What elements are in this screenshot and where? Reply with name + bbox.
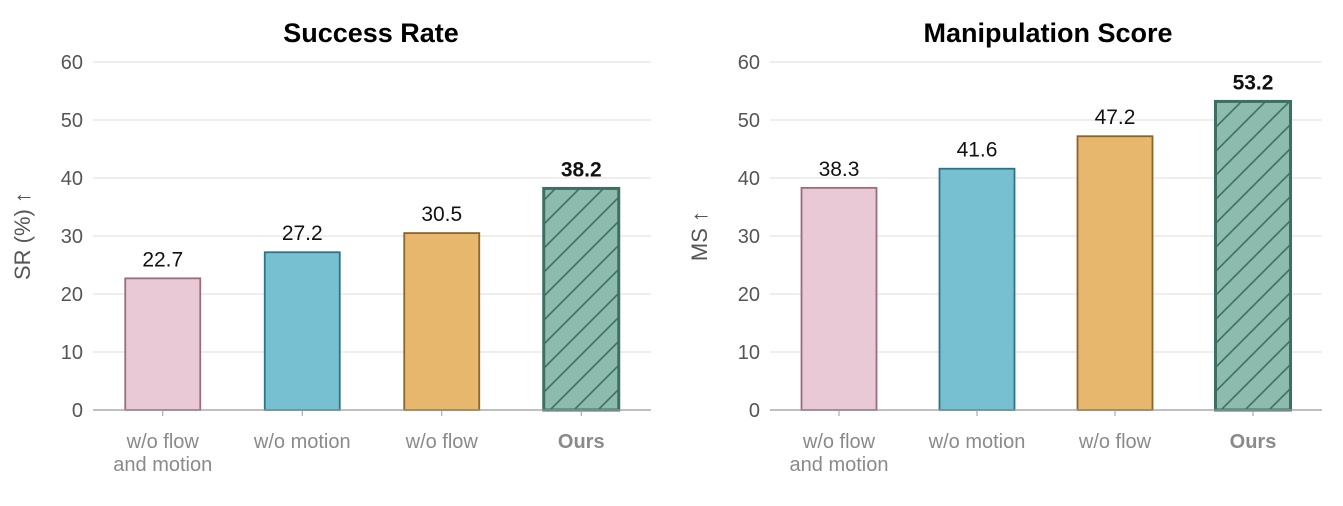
bar-value-label: 47.2 <box>1095 106 1136 129</box>
bar <box>263 251 341 411</box>
y-tick-label: 50 <box>738 110 760 132</box>
success-rate-chart: Success Rate 0 10 20 30 40 50 60 SR (%) ↑ 22.7 w/o… <box>10 18 651 476</box>
y-tick-label: 40 <box>61 168 83 190</box>
x-category-label: Ours <box>558 431 605 453</box>
x-category-label: w/o motion <box>253 431 351 453</box>
bar-value-label: 38.3 <box>819 158 860 181</box>
x-category-label: Ours <box>1230 431 1277 453</box>
chart-title: Success Rate <box>283 18 459 48</box>
bar-value-label: 22.7 <box>142 248 183 271</box>
y-tick-label: 50 <box>61 110 83 132</box>
y-tick-label: 20 <box>738 284 760 306</box>
y-tick-label: 0 <box>749 400 760 422</box>
x-category-label: w/o flow and motion <box>113 431 212 476</box>
y-tick-label: 10 <box>738 342 760 364</box>
bar <box>938 167 1016 411</box>
y-tick-label: 40 <box>738 168 760 190</box>
y-tick-label: 0 <box>72 400 83 422</box>
y-axis-label: MS ↑ <box>687 211 712 261</box>
x-category-label: w/o flow and motion <box>790 431 889 476</box>
bar <box>403 232 481 411</box>
y-tick-label: 60 <box>61 52 83 74</box>
x-category-label: w/o flow <box>405 431 479 453</box>
manipulation-score-chart: Manipulation Score 0 10 20 30 40 50 60 MS ↑ 38.3 w… <box>687 18 1322 476</box>
bar <box>1076 135 1154 411</box>
bar-value-label: 53.2 <box>1233 71 1274 94</box>
y-axis-label: SR (%) ↑ <box>10 192 35 280</box>
bar-value-label: 27.2 <box>282 222 323 245</box>
y-tick-label: 20 <box>61 284 83 306</box>
bar <box>542 186 621 412</box>
bar <box>1214 99 1292 412</box>
chart-title: Manipulation Score <box>923 18 1172 48</box>
bar-value-label: 41.6 <box>957 139 998 162</box>
bar <box>800 186 878 411</box>
y-tick-label: 30 <box>738 226 760 248</box>
x-category-label: w/o motion <box>928 431 1026 453</box>
bar <box>124 277 202 411</box>
bar-value-label: 38.2 <box>561 158 602 181</box>
x-category-label: w/o flow <box>1078 431 1152 453</box>
bar-value-label: 30.5 <box>421 203 462 226</box>
y-tick-label: 60 <box>738 52 760 74</box>
y-tick-label: 10 <box>61 342 83 364</box>
y-tick-label: 30 <box>61 226 83 248</box>
